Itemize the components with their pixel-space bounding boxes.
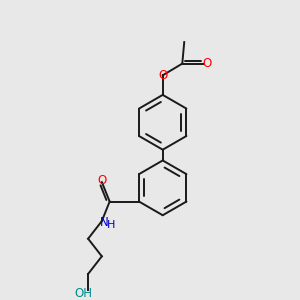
Text: OH: OH [74, 287, 92, 300]
Text: O: O [202, 57, 212, 70]
Text: N: N [99, 216, 108, 229]
Text: O: O [158, 69, 167, 82]
Text: H: H [106, 220, 115, 230]
Text: O: O [97, 175, 106, 188]
